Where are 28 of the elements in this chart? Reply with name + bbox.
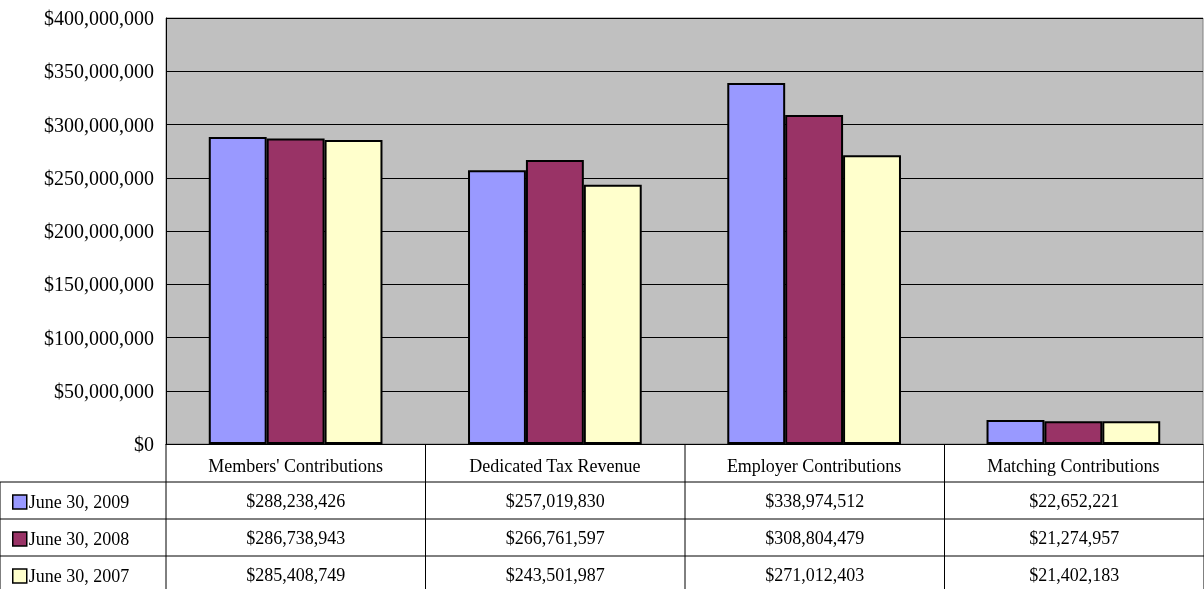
data-label: $271,012,403	[765, 564, 865, 585]
y-tick-label: $50,000,000	[54, 379, 154, 402]
data-label: $266,761,597	[505, 527, 605, 548]
y-tick-label: $250,000,000	[44, 166, 154, 189]
data-label: $285,408,749	[246, 564, 346, 585]
legend-label: June 30, 2007	[28, 566, 130, 586]
y-tick-label: $0	[134, 433, 154, 455]
x-tick-label: Matching Contributions	[987, 456, 1160, 476]
legend-label: June 30, 2009	[28, 492, 130, 512]
data-label: $21,402,183	[1029, 564, 1120, 585]
y-tick-label: $200,000,000	[44, 220, 154, 242]
y-tick-label: $350,000,000	[44, 60, 154, 83]
data-label: $22,652,221	[1029, 490, 1120, 511]
data-label: $243,501,987	[505, 564, 605, 585]
data-label: $257,019,830	[505, 490, 605, 511]
y-tick-label: $150,000,000	[44, 273, 154, 296]
y-tick-label: $300,000,000	[44, 113, 154, 136]
legend-label: June 30, 2008	[28, 529, 130, 549]
y-tick-label: $100,000,000	[44, 326, 154, 349]
x-tick-label: Dedicated Tax Revenue	[469, 456, 641, 476]
data-label: $338,974,512	[765, 490, 865, 511]
x-tick-label: Employer Contributions	[726, 456, 902, 476]
data-label: $288,238,426	[246, 490, 346, 511]
data-label: $21,274,957	[1029, 527, 1120, 548]
x-tick-label: Members' Contributions	[208, 456, 383, 476]
y-tick-label: $400,000,000	[44, 7, 154, 29]
data-label: $286,738,943	[246, 527, 346, 548]
data-label: $308,804,479	[765, 527, 865, 548]
